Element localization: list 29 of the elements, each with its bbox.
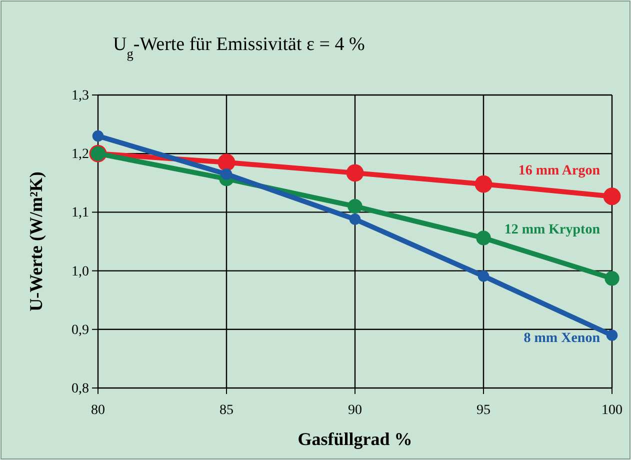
point [604,271,620,286]
x-axis-title: Gasfüllgrad % [298,429,412,449]
chart-title: U$_{g}$-Werte für Emissivität ε = 4 % [113,34,365,60]
point [220,168,232,180]
y-axis-title: U-Werte (W/m²K) [26,172,46,312]
point [474,175,492,193]
y-tick-label: 0,9 [72,322,89,338]
x-tick-label: 85 [220,402,234,418]
y-tick-label: 0,8 [72,381,89,396]
point [348,199,362,214]
y-tick-label: 1,2 [72,147,89,162]
point [478,270,490,282]
point [476,230,491,246]
point [603,188,621,206]
point [606,330,618,341]
point [346,164,364,182]
point [349,214,361,225]
x-tick-label: 90 [348,402,362,418]
point [92,130,104,142]
y-tick-label: 1,3 [72,88,89,104]
x-tick-label: 80 [91,402,105,418]
series-label: 16 mm Argon [518,163,600,178]
series-label: 8 mm Xenon [524,330,600,346]
y-tick-label: 1,1 [72,206,89,221]
y-tick-label: 1,0 [72,264,89,280]
point [218,154,236,172]
x-tick-label: 95 [476,402,490,418]
series-label: 12 mm Krypton [504,222,600,238]
x-tick-label: 100 [602,402,622,418]
